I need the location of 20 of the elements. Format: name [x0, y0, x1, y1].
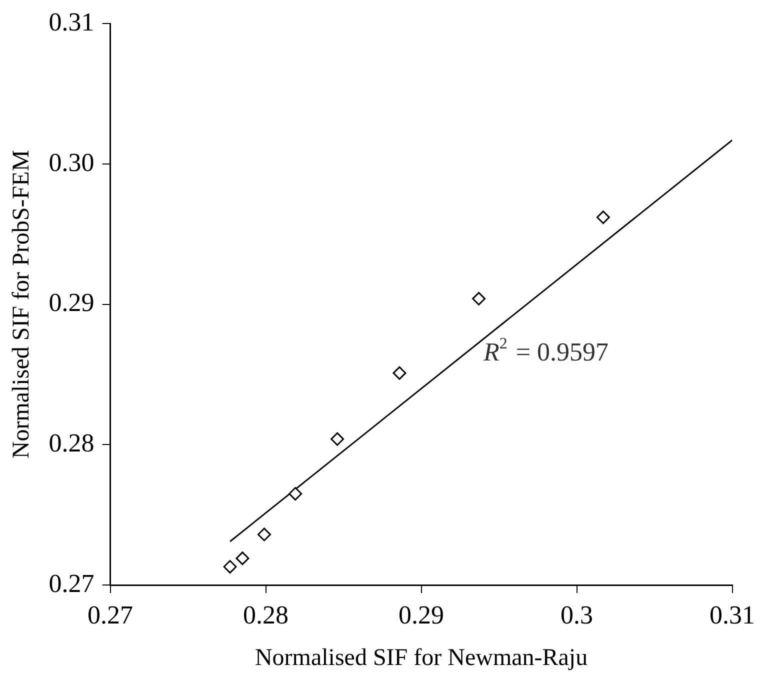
y-tick-label: 0.27	[48, 568, 94, 598]
point	[257, 528, 271, 542]
y-tick-label: 0.30	[48, 148, 94, 177]
x-axis-title: Normalised SIF for Newman-Raju	[254, 644, 588, 671]
point	[288, 487, 302, 501]
point	[392, 366, 406, 380]
x-tick-label: 0.27	[88, 600, 134, 630]
point	[330, 432, 344, 446]
point	[236, 552, 250, 566]
x-tick-label: 0.28	[243, 600, 289, 630]
y-tick-label: 0.31	[48, 7, 94, 36]
x-tick-label: 0.31	[710, 600, 755, 630]
point	[596, 210, 610, 224]
point	[223, 560, 237, 574]
y-tick-label: 0.29	[48, 288, 94, 318]
y-axis-title: Normalised SIF for ProbS-FEM	[8, 150, 35, 459]
x-tick-label: 0.29	[398, 600, 444, 630]
x-tick-label: 0.3	[560, 600, 594, 630]
y-tick-label: 0.28	[48, 428, 94, 458]
point	[472, 292, 486, 306]
